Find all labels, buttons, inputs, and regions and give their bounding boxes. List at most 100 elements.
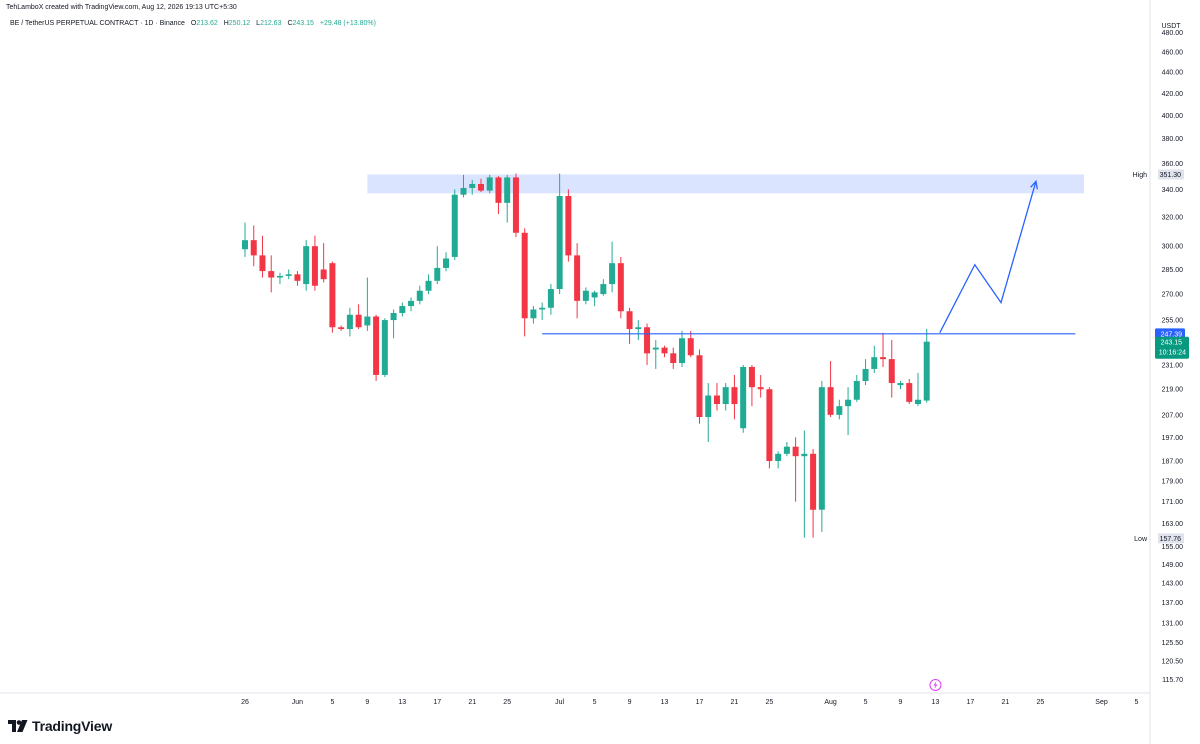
candle-may-29[interactable] — [268, 255, 275, 293]
candle-aug-5[interactable] — [862, 359, 869, 386]
candle-jul-2[interactable] — [565, 189, 572, 262]
price-marker-high: High 351.30 — [1133, 169, 1184, 180]
candle-jun-13[interactable] — [399, 302, 406, 317]
candle-jun-8[interactable] — [355, 304, 362, 330]
drawings-layer[interactable] — [542, 179, 1076, 691]
price-marker-green: 243.15 10:16:24 — [1155, 336, 1189, 359]
candle-jul-4[interactable] — [582, 287, 589, 305]
candle-jul-6[interactable] — [600, 279, 607, 296]
candle-jul-25[interactable] — [766, 387, 773, 469]
tradingview-logo-icon — [8, 720, 28, 732]
candle-jun-2[interactable] — [303, 240, 310, 291]
candle-jun-4[interactable] — [320, 243, 327, 283]
candles-layer[interactable] — [242, 173, 930, 538]
candle-jul-11[interactable] — [644, 323, 651, 365]
candle-aug-10[interactable] — [906, 378, 913, 405]
candle-jul-17[interactable] — [696, 349, 703, 424]
candle-aug-9[interactable] — [897, 381, 904, 390]
candle-aug-11[interactable] — [914, 372, 921, 407]
candle-jul-7[interactable] — [609, 241, 616, 293]
candle-aug-2[interactable] — [836, 399, 843, 420]
candle-jun-9[interactable] — [364, 277, 371, 331]
candle-jun-23[interactable] — [486, 174, 493, 194]
time-tick: 17 — [433, 699, 441, 706]
candle-may-28[interactable] — [259, 235, 266, 278]
candle-aug-6[interactable] — [871, 345, 878, 373]
candle-jun-16[interactable] — [425, 274, 432, 295]
candle-jul-18[interactable] — [705, 383, 712, 442]
candle-jul-3[interactable] — [574, 243, 581, 319]
candle-aug-3[interactable] — [845, 387, 852, 436]
candle-jun-24[interactable] — [495, 176, 502, 215]
time-axis[interactable]: 26 Jun 5 9 13 17 21 25 Jul 5 9 13 17 21 25 Aug 5 9 13 17 21 2… — [0, 692, 1150, 706]
tradingview-brand[interactable]: TradingView — [8, 718, 112, 734]
candle-jun-17[interactable] — [434, 246, 441, 285]
candle-jul-26[interactable] — [775, 451, 782, 469]
price-tick: 420.00 — [1162, 91, 1184, 98]
candle-jul-16[interactable] — [687, 330, 694, 358]
candle-jun-1[interactable] — [294, 271, 301, 286]
candle-jun-19[interactable] — [451, 189, 458, 261]
candle-jun-6[interactable] — [338, 325, 345, 331]
candle-aug-4[interactable] — [853, 374, 860, 402]
candle-jun-22[interactable] — [477, 178, 484, 192]
currency-label[interactable]: USDT — [1161, 23, 1181, 30]
candle-jun-3[interactable] — [311, 235, 318, 291]
candle-aug-8[interactable] — [888, 340, 895, 398]
resistance-zone[interactable] — [367, 174, 1085, 194]
candle-jun-14[interactable] — [408, 297, 415, 312]
candle-jul-29[interactable] — [801, 430, 808, 538]
candle-jun-29[interactable] — [539, 302, 546, 321]
candle-jul-8[interactable] — [617, 256, 624, 319]
candle-jun-26[interactable] — [512, 173, 519, 238]
candle-jul-13[interactable] — [661, 345, 668, 358]
candle-jul-15[interactable] — [679, 330, 685, 367]
candle-jul-23[interactable] — [748, 364, 755, 407]
candle-jun-11[interactable] — [381, 318, 388, 377]
candle-jul-1[interactable] — [556, 173, 563, 295]
candle-jul-5[interactable] — [591, 290, 598, 307]
candle-aug-1[interactable] — [827, 361, 834, 418]
candle-jun-15[interactable] — [416, 285, 423, 305]
candle-jul-9[interactable] — [626, 307, 633, 344]
candle-jul-10[interactable] — [635, 320, 642, 341]
lightning-event-icon[interactable] — [929, 679, 942, 691]
candle-jun-21[interactable] — [469, 180, 476, 195]
close-label: C — [287, 20, 293, 27]
projection-path[interactable] — [939, 181, 1037, 334]
candle-jul-31[interactable] — [818, 381, 825, 532]
candle-jul-20[interactable] — [722, 383, 729, 411]
candle-jun-12[interactable] — [390, 309, 397, 339]
candle-jun-28[interactable] — [530, 306, 537, 324]
candle-jun-5[interactable] — [329, 261, 336, 333]
candle-jul-12[interactable] — [652, 340, 659, 369]
candle-jun-20[interactable] — [460, 174, 467, 198]
candle-jul-22[interactable] — [740, 364, 747, 433]
candle-jul-24[interactable] — [757, 374, 764, 398]
candle-jun-25[interactable] — [504, 174, 511, 223]
candle-jun-7[interactable] — [346, 307, 353, 337]
candle-jun-10[interactable] — [373, 314, 380, 382]
candle-jun-27[interactable] — [521, 228, 528, 337]
candle-aug-7[interactable] — [880, 332, 887, 367]
candle-jul-28[interactable] — [792, 437, 799, 502]
candle-jun-30[interactable] — [547, 284, 554, 315]
time-tick: 5 — [593, 699, 597, 706]
candle-jul-30[interactable] — [810, 449, 817, 538]
price-tick: 231.00 — [1162, 362, 1184, 369]
svg-text:351.30: 351.30 — [1160, 172, 1182, 179]
candle-may-27[interactable] — [250, 225, 257, 267]
symbol-title[interactable]: BE / TetherUS PERPETUAL CONTRACT · 1D · … — [10, 20, 185, 27]
candle-jul-14[interactable] — [670, 347, 677, 369]
candle-may-31[interactable] — [285, 269, 292, 280]
candle-jul-27[interactable] — [783, 441, 790, 457]
candle-aug-12[interactable] — [923, 328, 930, 403]
candle-jul-19[interactable] — [713, 383, 720, 411]
candle-may-26[interactable] — [242, 222, 248, 257]
candle-jul-21[interactable] — [731, 374, 738, 420]
candle-jun-18[interactable] — [443, 252, 450, 272]
candle-may-30[interactable] — [276, 272, 283, 285]
price-tick: 480.00 — [1162, 30, 1184, 37]
